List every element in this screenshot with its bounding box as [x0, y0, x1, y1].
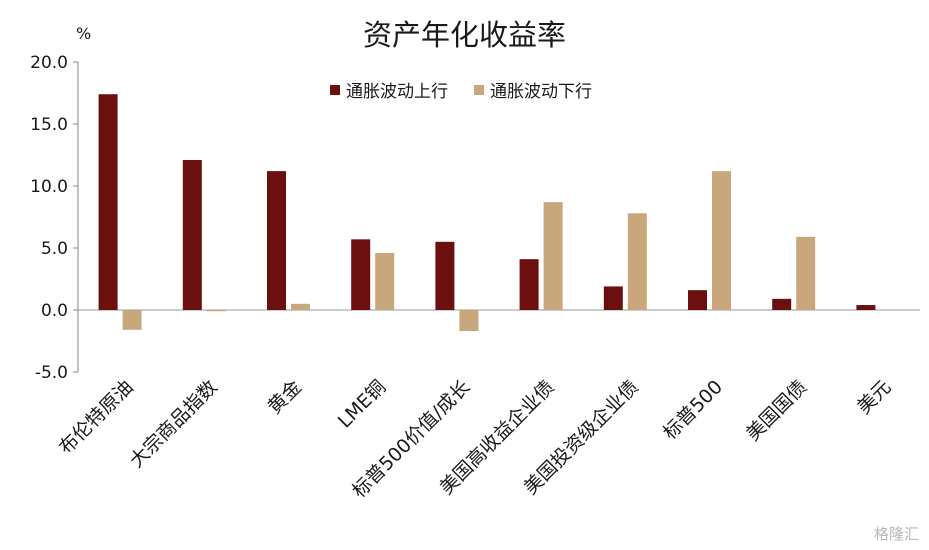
bar-series-0-4 [435, 241, 455, 310]
y-tick-label: 20.0 [30, 53, 68, 73]
bar-series-1-4 [459, 310, 479, 332]
y-tick-label: 15.0 [30, 115, 68, 135]
y-tick-label: 0.0 [41, 301, 68, 321]
x-tick-label: 大宗商品指数 [126, 376, 222, 472]
y-tick-label: 5.0 [41, 239, 68, 259]
watermark-logo: 格隆汇 [873, 525, 919, 543]
legend-item-series-1: 通胀波动下行 [474, 77, 592, 102]
bar-series-1-8 [796, 236, 816, 310]
bar-series-0-6 [603, 286, 623, 310]
legend-label-series-1: 通胀波动下行 [490, 82, 592, 102]
x-tick-label: 标普500 [659, 376, 727, 444]
x-tick-label: 布伦特原油 [55, 376, 138, 459]
bar-series-1-6 [627, 213, 647, 310]
x-tick-label: LME铜 [334, 376, 391, 433]
legend-swatch-series-1 [474, 84, 484, 95]
bar-series-1-0 [122, 310, 142, 330]
bar-series-1-7 [712, 171, 731, 310]
bar-series-0-2 [267, 171, 286, 310]
chart-legend: 通胀波动上行 通胀波动下行 [330, 77, 592, 102]
bar-series-0-3 [351, 239, 371, 310]
bar-series-0-7 [688, 290, 707, 310]
bar-series-0-1 [182, 159, 202, 310]
chart-title: 资产年化收益率 [362, 18, 566, 52]
x-tick-label: 美元 [853, 376, 895, 418]
legend-swatch-series-0 [330, 84, 340, 95]
bar-series-1-5 [543, 202, 563, 310]
x-tick-label: 黄金 [264, 376, 306, 418]
y-axis-unit: % [76, 24, 92, 43]
bar-series-1-3 [375, 252, 395, 310]
bar-series-0-9 [856, 305, 876, 310]
bar-series-0-5 [519, 259, 539, 310]
x-tick-label: 美国国债 [742, 376, 811, 445]
y-tick-label: -5.0 [35, 363, 68, 383]
y-tick-label: 10.0 [30, 177, 68, 197]
legend-item-series-0: 通胀波动上行 [330, 77, 448, 102]
bar-series-1-2 [291, 303, 310, 310]
legend-label-series-0: 通胀波动上行 [346, 82, 448, 102]
bar-series-1-1 [206, 310, 226, 312]
bar-series-0-0 [98, 94, 118, 311]
bar-series-0-8 [772, 298, 792, 310]
